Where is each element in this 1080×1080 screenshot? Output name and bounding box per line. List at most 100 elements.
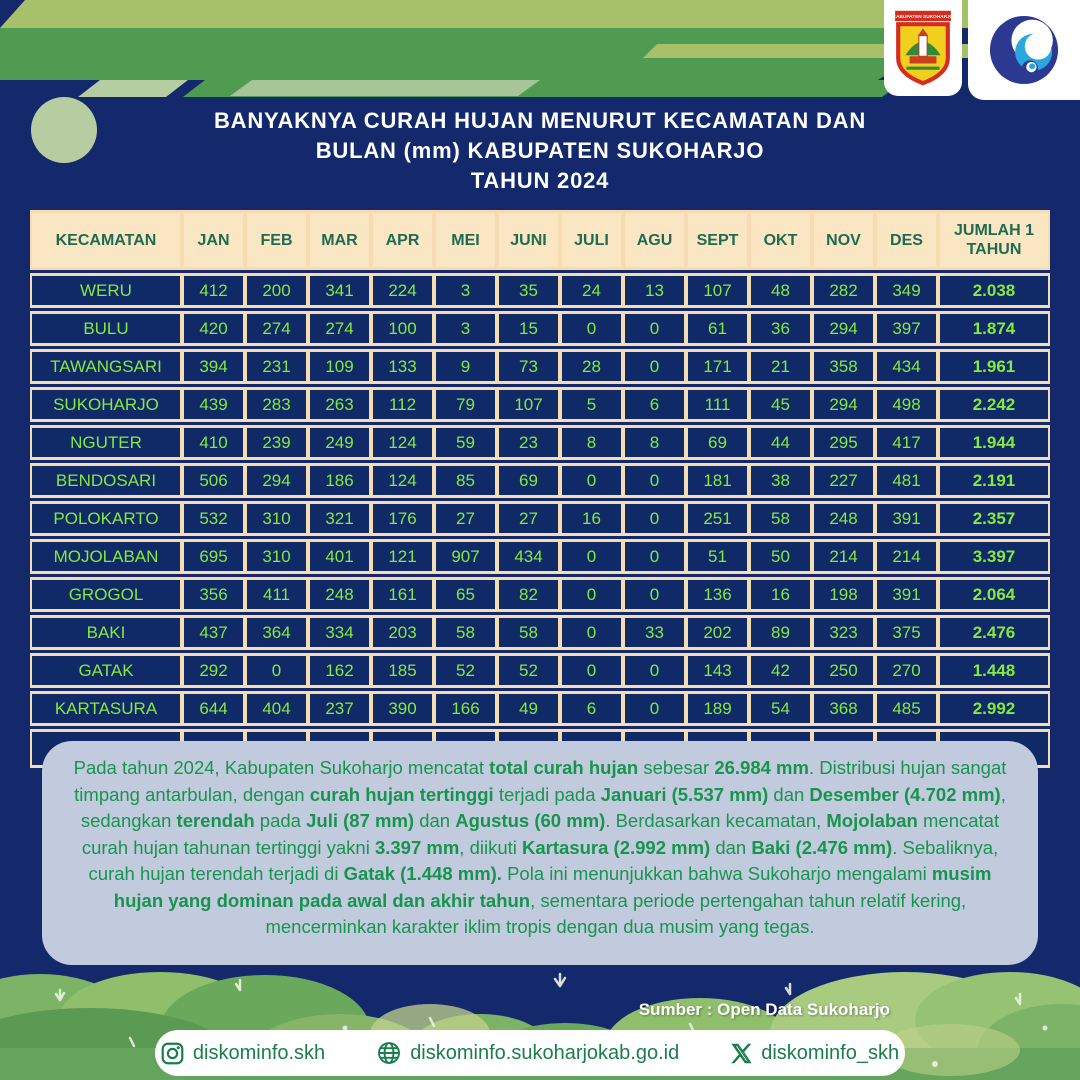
month-value: 250 [812,653,875,688]
month-value: 111 [686,387,749,422]
month-value: 0 [623,539,686,574]
month-value: 401 [308,539,371,574]
column-header: OKT [749,210,812,270]
month-value: 283 [245,387,308,422]
kabupaten-sukoharjo-logo: KABUPATEN SUKOHARJO [884,0,962,96]
sukoharjo-crest-icon: KABUPATEN SUKOHARJO [893,10,954,86]
month-value: 52 [497,653,560,688]
table-row: TAWANGSARI 394 231 109 133 9 73 28 0 171 21 358 434 1… [30,349,1050,384]
rainfall-table: KECAMATAN JAN FEB MAR APR MEI JUNI JULI AGU SEPT O… [30,207,1050,771]
title-line-3: TAHUN 2024 [470,168,610,193]
month-value: 323 [812,615,875,650]
month-value: 6 [560,691,623,726]
social-item-x[interactable]: diskominfo_skh [731,1042,899,1065]
month-value: 391 [875,501,938,536]
month-value: 85 [434,463,497,498]
month-value: 249 [308,425,371,460]
annual-total-value: 2.064 [938,577,1050,612]
annual-total-value: 1.448 [938,653,1050,688]
month-value: 61 [686,311,749,346]
month-value: 532 [182,501,245,536]
month-value: 263 [308,387,371,422]
month-value: 310 [245,539,308,574]
month-value: 231 [245,349,308,384]
x-handle: diskominfo_skh [761,1041,900,1064]
month-value: 166 [434,691,497,726]
table-row: GROGOL 356 411 248 161 65 82 0 0 136 16 198 391 2.064 [30,577,1050,612]
kominfo-logo [968,0,1080,100]
month-value: 136 [686,577,749,612]
month-value: 0 [560,653,623,688]
month-value: 498 [875,387,938,422]
month-value: 411 [245,577,308,612]
column-header: FEB [245,210,308,270]
month-value: 397 [875,311,938,346]
month-value: 124 [371,425,434,460]
website-url: diskominfo.sukoharjokab.go.id [410,1041,680,1064]
month-value: 176 [371,501,434,536]
social-item-instagram[interactable]: diskominfo.skh [161,1042,325,1065]
month-value: 292 [182,653,245,688]
month-value: 162 [308,653,371,688]
social-item-website[interactable]: diskominfo.sukoharjokab.go.id [377,1041,679,1065]
district-name: KARTASURA [30,691,182,726]
month-value: 107 [497,387,560,422]
month-value: 0 [623,501,686,536]
month-value: 15 [497,311,560,346]
month-value: 181 [686,463,749,498]
annual-total-value: 3.397 [938,539,1050,574]
month-value: 310 [245,501,308,536]
district-name: WERU [30,273,182,308]
month-value: 3 [434,311,497,346]
column-header: APR [371,210,434,270]
month-value: 9 [434,349,497,384]
annual-total-value: 2.992 [938,691,1050,726]
district-name: SUKOHARJO [30,387,182,422]
month-value: 5 [560,387,623,422]
month-value: 0 [623,463,686,498]
month-value: 0 [560,615,623,650]
month-value: 79 [434,387,497,422]
column-header: DES [875,210,938,270]
annual-total-value: 2.191 [938,463,1050,498]
month-value: 391 [875,577,938,612]
month-value: 239 [245,425,308,460]
month-value: 8 [560,425,623,460]
annual-total-value: 2.476 [938,615,1050,650]
month-value: 349 [875,273,938,308]
month-value: 224 [371,273,434,308]
month-value: 0 [623,653,686,688]
month-value: 58 [434,615,497,650]
month-value: 82 [497,577,560,612]
month-value: 437 [182,615,245,650]
month-value: 133 [371,349,434,384]
month-value: 0 [560,463,623,498]
month-value: 434 [497,539,560,574]
month-value: 0 [245,653,308,688]
month-value: 294 [812,311,875,346]
month-value: 214 [875,539,938,574]
column-header: SEPT [686,210,749,270]
month-value: 23 [497,425,560,460]
summary-text: Pada tahun 2024, Kabupaten Sukoharjo men… [73,757,1007,937]
month-value: 73 [497,349,560,384]
month-value: 0 [623,691,686,726]
table-row: NGUTER 410 239 249 124 59 23 8 8 69 44 295 417 1.944 [30,425,1050,460]
month-value: 143 [686,653,749,688]
column-header: AGU [623,210,686,270]
table-row: MOJOLABAN 695 310 401 121 907 434 0 0 51 50 214 214 3… [30,539,1050,574]
month-value: 0 [623,311,686,346]
annual-total-value: 2.357 [938,501,1050,536]
annual-total-value: 1.944 [938,425,1050,460]
month-value: 44 [749,425,812,460]
column-header: NOV [812,210,875,270]
table-row: GATAK 292 0 162 185 52 52 0 0 143 42 250 270 1.448 [30,653,1050,688]
month-value: 237 [308,691,371,726]
district-name: TAWANGSARI [30,349,182,384]
month-value: 185 [371,653,434,688]
month-value: 404 [245,691,308,726]
instagram-icon [161,1042,184,1064]
decorative-circle [31,97,97,163]
month-value: 89 [749,615,812,650]
month-value: 48 [749,273,812,308]
